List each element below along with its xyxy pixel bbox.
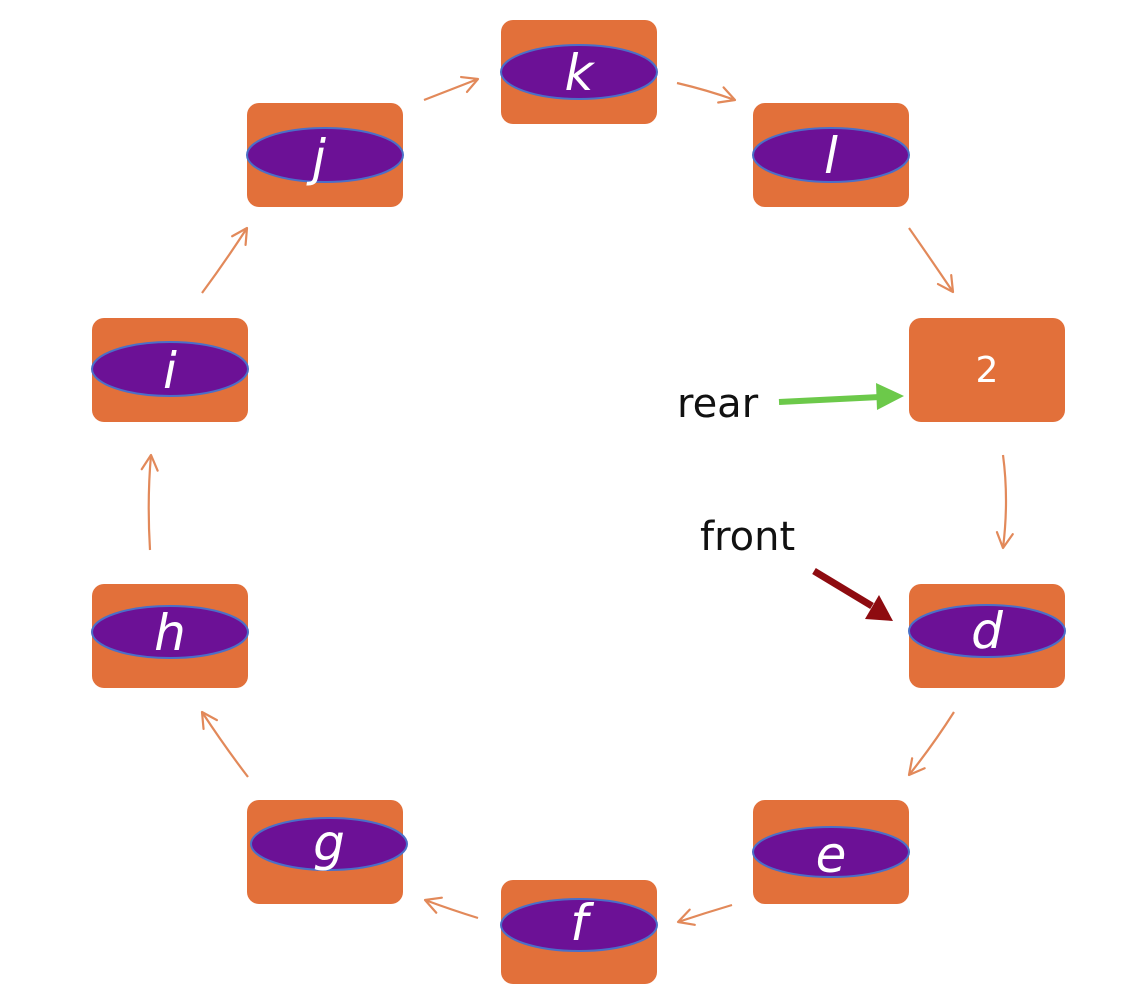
arrow-g-to-h-head [200, 710, 219, 731]
arrow-f-to-g-head [423, 896, 443, 914]
arrow-l-to-2 [908, 227, 954, 293]
queue-node-i: i [91, 318, 249, 422]
arrow-g-to-h [201, 711, 249, 778]
arrow-h-to-i [147, 454, 153, 551]
node-label: e [816, 826, 847, 884]
node-oval [500, 898, 658, 952]
node-label: k [565, 44, 596, 102]
queue-node-h: h [91, 584, 249, 688]
ring-arrows [140, 75, 1014, 926]
arrow-d-to-e-head [907, 757, 926, 777]
arrow-f-to-g [424, 898, 479, 920]
front-arrow [812, 568, 874, 609]
node-box [909, 318, 1065, 422]
front-label: front [700, 514, 795, 560]
rear-pointer: rear [677, 381, 904, 427]
node-label: l [824, 127, 838, 185]
node-label: h [154, 604, 186, 662]
node-label: g [313, 814, 345, 872]
queue-node-j: j [246, 103, 404, 207]
arrow-e-to-f [677, 903, 733, 924]
arrow-l-to-2-head [936, 273, 955, 294]
node-label: 2 [976, 350, 999, 391]
arrow-d-to-e [908, 711, 955, 776]
arrow-k-to-l-head [717, 86, 737, 104]
queue-node-g: g [247, 800, 408, 904]
node-oval [250, 817, 408, 871]
queue-node-e: e [752, 800, 910, 904]
node-oval [752, 826, 910, 878]
arrow-h-to-i-head [140, 453, 159, 472]
arrow-e-to-f-head [676, 908, 696, 926]
arrow-i-to-j [201, 227, 248, 294]
node-label: d [971, 602, 1003, 660]
rear-arrowhead [876, 383, 904, 410]
arrow-j-to-k [423, 77, 479, 102]
arrow-j-to-k-head [460, 75, 480, 94]
queue-node-k: k [500, 20, 658, 124]
arrow-2-to-d [1001, 454, 1008, 549]
queue-node-slot-2: 2 [909, 318, 1065, 422]
queue-node-d: d [908, 584, 1066, 688]
queue-node-l: l [752, 103, 910, 207]
arrow-i-to-j-head [231, 226, 249, 247]
node-oval [500, 44, 658, 100]
rear-label: rear [677, 381, 759, 427]
front-arrowhead [865, 595, 893, 621]
rear-arrow [778, 394, 881, 405]
arrow-2-to-d-head [995, 531, 1014, 550]
front-pointer: front [700, 514, 893, 621]
node-oval [246, 127, 404, 183]
arrow-k-to-l [676, 81, 736, 102]
node-label: i [163, 342, 177, 400]
node-oval [91, 605, 249, 659]
node-oval [752, 127, 910, 183]
node-oval [91, 341, 249, 397]
queue-node-f: f [500, 880, 658, 984]
node-oval [908, 604, 1066, 658]
